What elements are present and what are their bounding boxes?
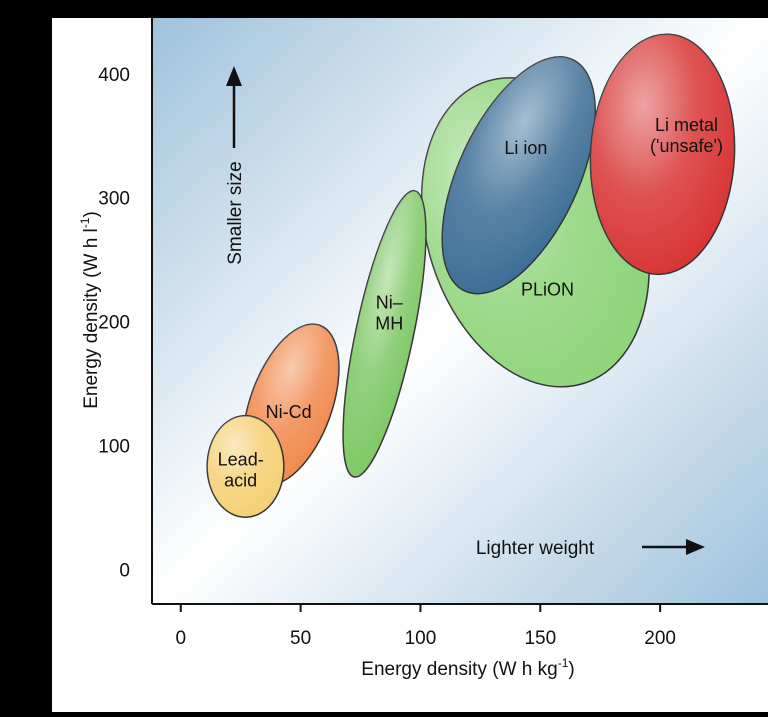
y-tick-label: 100 (98, 436, 130, 457)
smaller-size-arrowhead-icon (226, 66, 242, 86)
region-highlight (442, 56, 596, 294)
x-tick-label: 0 (175, 628, 186, 649)
x-tick-label: 50 (290, 628, 311, 649)
region-highlight (590, 34, 735, 275)
y-tick-label: 300 (98, 189, 130, 210)
region-label-lead-acid: Lead-acid (218, 450, 264, 491)
x-tick-label: 200 (644, 628, 676, 649)
region-highlight (343, 190, 426, 478)
x-tick-label: 150 (524, 628, 556, 649)
x-ticks: 05010015020025 (175, 604, 676, 649)
y-tick-label: 200 (98, 313, 130, 334)
region-li-ion (441, 56, 597, 295)
x-tick-label: 100 (405, 628, 437, 649)
region-highlight (207, 415, 284, 518)
region-label-li-metal-unsafe: Li metal ('unsafe') (650, 115, 723, 156)
lighter-weight-arrowhead-icon (686, 539, 705, 555)
region-label-ni-mh: Ni– MH (375, 292, 403, 333)
y-tick-label: 400 (98, 65, 130, 86)
lighter-weight-label: Lighter weight (476, 538, 595, 559)
smaller-size-label: Smaller size (225, 161, 246, 264)
region-label-ni-cd: Ni-Cd (266, 402, 312, 422)
region-labels-layer: PLiON Li ion Li metal ('unsafe') Ni– MH Ni-Cd L… (218, 115, 723, 491)
region-li-metal-unsafe (589, 33, 736, 276)
region-label-li-ion: Li ion (504, 138, 547, 158)
region-lead-acid (206, 414, 285, 519)
region-ni-mh (342, 190, 427, 478)
y-tick-label: 0 (119, 560, 130, 581)
y-ticks: 0 100 200 300 400 (98, 65, 130, 582)
regions-layer (206, 33, 736, 519)
y-axis-title: Energy density (W h l-1) (78, 211, 102, 409)
region-label-plion: PLiON (521, 279, 574, 299)
x-axis-title: Energy density (W h kg-1) (361, 656, 574, 680)
